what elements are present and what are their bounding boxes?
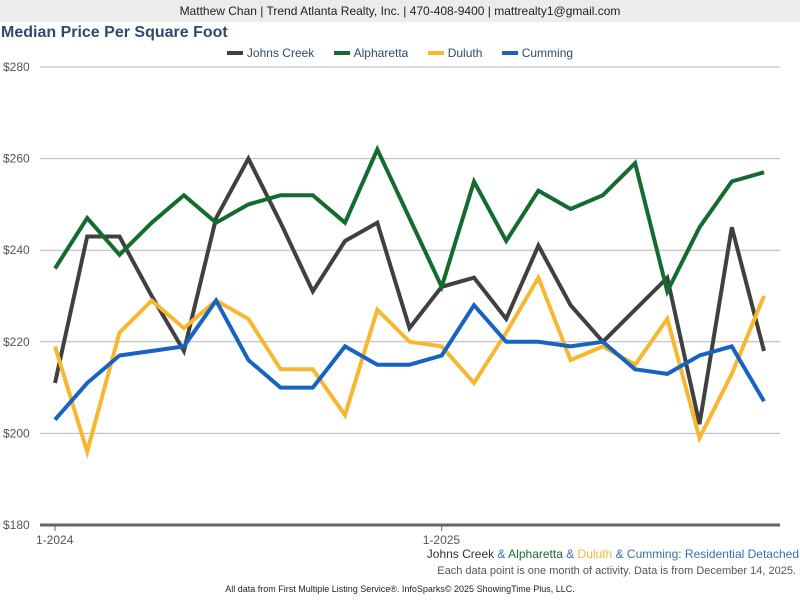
y-axis-ticks: $180 $200 $220 $240 $260 $280 — [3, 60, 30, 532]
series-lines — [53, 144, 766, 459]
legend-label: Johns Creek — [246, 46, 315, 60]
legend-item-duluth[interactable]: Duluth — [427, 46, 483, 60]
series-line-cumming[interactable] — [53, 296, 766, 422]
y-tick-label: $240 — [3, 243, 30, 257]
x-tick-label: 1-2025 — [423, 533, 461, 545]
legend-item-cumming[interactable]: Cumming — [501, 46, 574, 60]
legend-label: Alpharetta — [353, 46, 409, 60]
chart-subtitle: Johns Creek & Alpharetta & Duluth & Cumm… — [427, 547, 799, 561]
gridlines — [40, 66, 780, 434]
y-tick-label: $260 — [3, 152, 30, 166]
data-source-footer: All data from First Multiple Listing Ser… — [225, 584, 575, 594]
subtitle-part: Alpharetta — [508, 547, 563, 561]
line-chart: $180 $200 $220 $240 $260 $280 1-2024 1-2025 — [3, 60, 780, 545]
subtitle-part: Cumming: Residential Detached — [626, 547, 799, 561]
subtitle-part: & — [494, 547, 509, 561]
subtitle-part: Duluth — [577, 547, 613, 561]
subtitle-part: Johns Creek — [426, 547, 495, 561]
legend-swatch-alpharetta — [333, 50, 350, 55]
subtitle-part: & — [562, 547, 578, 561]
legend-item-johns-creek[interactable]: Johns Creek — [226, 46, 315, 60]
x-axis: 1-2024 1-2025 — [36, 523, 780, 545]
chart-legend: Johns Creek Alpharetta Duluth Cumming — [0, 46, 800, 60]
series-line-duluth[interactable] — [53, 273, 766, 459]
x-tick-label: 1-2024 — [36, 533, 74, 545]
y-tick-label: $280 — [3, 60, 30, 74]
legend-item-alpharetta[interactable]: Alpharetta — [333, 46, 409, 60]
legend-swatch-johns-creek — [226, 50, 243, 55]
legend-label: Cumming — [521, 46, 574, 60]
y-tick-label: $200 — [3, 426, 30, 440]
legend-swatch-duluth — [427, 50, 444, 55]
series-line-johns-creek[interactable] — [53, 154, 766, 425]
y-tick-label: $180 — [3, 518, 30, 532]
chart-title: Median Price Per Square Foot — [1, 24, 228, 41]
agent-contact-bar: Matthew Chan | Trend Atlanta Realty, Inc… — [0, 0, 800, 22]
series-line-alpharetta[interactable] — [53, 144, 765, 298]
y-tick-label: $220 — [3, 335, 30, 349]
legend-swatch-cumming — [501, 50, 518, 55]
legend-label: Duluth — [447, 46, 483, 60]
subtitle-part: & — [612, 547, 627, 561]
data-note: Each data point is one month of activity… — [437, 565, 796, 577]
